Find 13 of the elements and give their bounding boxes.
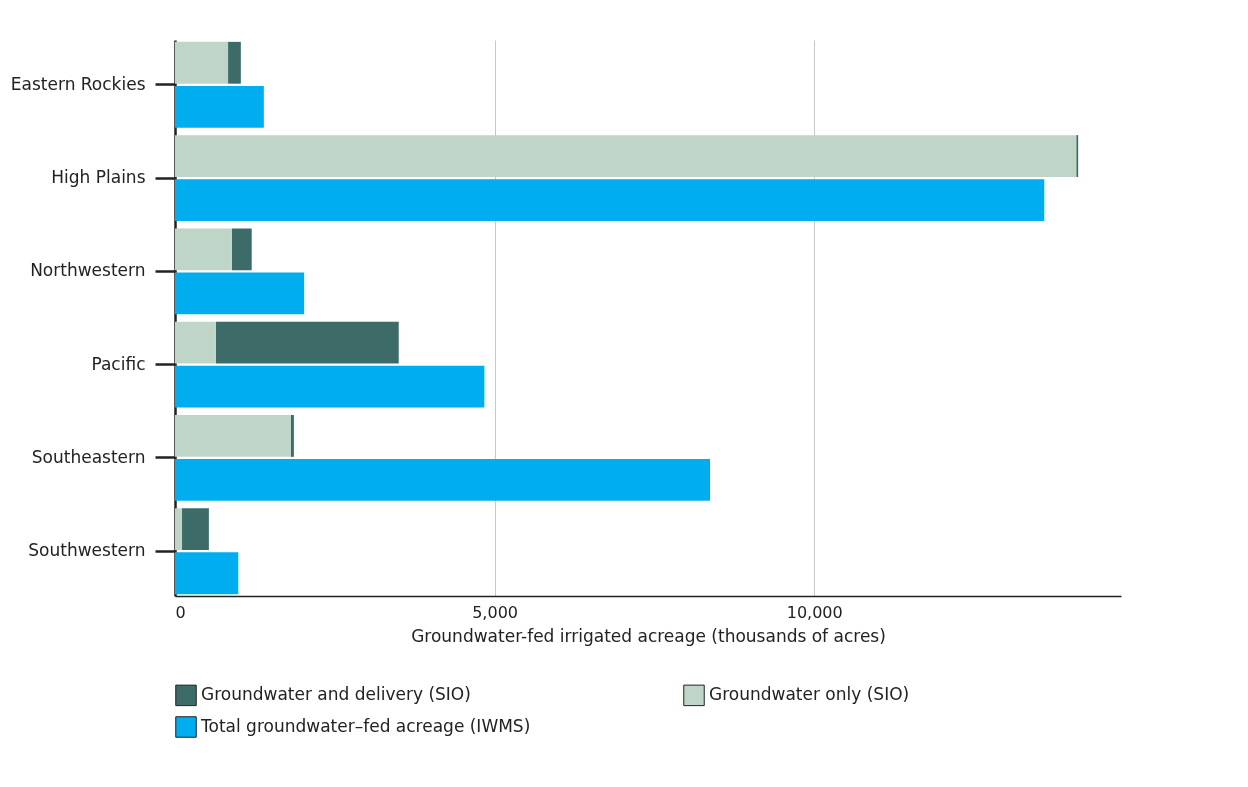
x-tick-label: 5,000 xyxy=(472,602,518,622)
y-tick-label: Northwestern xyxy=(30,260,146,281)
y-tick-label: Southwestern xyxy=(28,540,146,561)
x-tick-label: 10,000 xyxy=(786,602,843,622)
legend-label: Groundwater only (SIO) xyxy=(709,684,910,705)
y-tick-label: High Plains xyxy=(51,167,146,188)
legend-label: Groundwater and delivery (SIO) xyxy=(201,684,471,705)
x-axis-title: Groundwater-fed irrigated acreage (thousands of acres) xyxy=(411,625,886,646)
y-tick-label: Southeastern xyxy=(31,446,146,467)
y-tick-label: Eastern Rockies xyxy=(10,73,146,94)
legend-label: Total groundwater–fed acreage (IWMS) xyxy=(200,716,531,736)
x-tick-label: 0 xyxy=(175,602,186,622)
y-tick-label: Pacific xyxy=(91,353,146,374)
